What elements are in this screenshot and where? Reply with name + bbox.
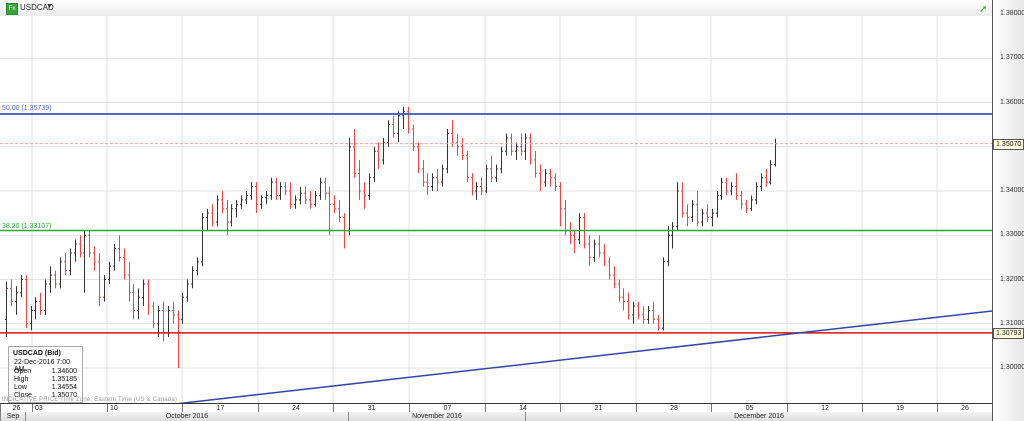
- price-axis-label: 1.38000: [1000, 10, 1024, 17]
- price-axis-label: 1.32000: [1000, 275, 1024, 283]
- caret-down-icon[interactable]: ▼: [46, 3, 53, 10]
- price-axis-label: 1.36000: [1000, 98, 1024, 106]
- trendline[interactable]: [174, 310, 993, 405]
- info-high-label: High: [14, 376, 29, 383]
- month-label: December 2016: [525, 412, 992, 421]
- price-axis-label: 1.37000: [1000, 54, 1024, 62]
- info-open-value: 1.34600: [51, 368, 77, 375]
- fib-50-label: 50.00 (1.35739): [2, 105, 52, 112]
- date-tick: 19: [862, 404, 937, 413]
- date-tick: 14: [485, 404, 560, 413]
- date-axis-months[interactable]: Sep October 2016 November 2016 December 201…: [0, 412, 992, 421]
- support-price-tag: 1.30793: [993, 328, 1024, 339]
- date-tick: 21: [560, 404, 636, 413]
- date-tick: 31: [333, 404, 409, 413]
- price-axis-label: 1.30000: [1000, 364, 1024, 371]
- date-tick: 05: [711, 404, 787, 413]
- date-tick: 26: [0, 404, 32, 413]
- info-close-value: 1.35070: [51, 392, 77, 399]
- info-open-label: Open: [14, 368, 32, 375]
- date-tick: 26: [937, 404, 992, 413]
- vertical-gridlines: [31, 16, 938, 403]
- info-title: USDCAD (Bid): [13, 350, 61, 357]
- info-low-value: 1.34554: [51, 384, 77, 391]
- info-high-value: 1.35185: [51, 376, 77, 383]
- date-tick: 10: [107, 404, 182, 413]
- info-datetime: 22-Dec-2016 7:00 AM: [14, 359, 71, 373]
- date-tick: 03: [32, 404, 107, 413]
- fib-38-label: 38.20 (1.33107): [2, 223, 52, 230]
- month-label: Sep: [0, 412, 25, 421]
- horizontal-gridlines: [0, 13, 997, 391]
- chart-header: [0, 0, 992, 16]
- fx-icon[interactable]: Fx: [6, 3, 18, 15]
- date-tick: 07: [409, 404, 485, 413]
- price-axis[interactable]: [992, 0, 1024, 421]
- ohlc-info-box: USDCAD (Bid) 22-Dec-2016 7:00 AM Open 1.…: [8, 346, 83, 403]
- last-price-tag: 1.35070: [993, 139, 1024, 150]
- symbol-label[interactable]: USDCAD: [20, 3, 54, 12]
- info-close-label: Close: [14, 392, 32, 399]
- ohlc-bars: [5, 106, 777, 368]
- date-tick: 28: [636, 404, 711, 413]
- trend-up-icon[interactable]: ➚: [979, 4, 988, 15]
- price-axis-label: 1.34000: [1000, 187, 1024, 194]
- price-axis-label: 1.31000: [1000, 319, 1024, 327]
- date-tick: 17: [182, 404, 258, 413]
- info-low-label: Low: [14, 384, 27, 391]
- indicative-price-note: INDICATIVE PRICE Time Zone: Eastern Time…: [2, 397, 178, 403]
- price-axis-label: 1.33000: [1000, 231, 1024, 239]
- date-tick: 24: [258, 404, 333, 413]
- date-tick: 12: [787, 404, 862, 413]
- month-label: October 2016: [25, 412, 348, 421]
- month-label: November 2016: [348, 412, 525, 421]
